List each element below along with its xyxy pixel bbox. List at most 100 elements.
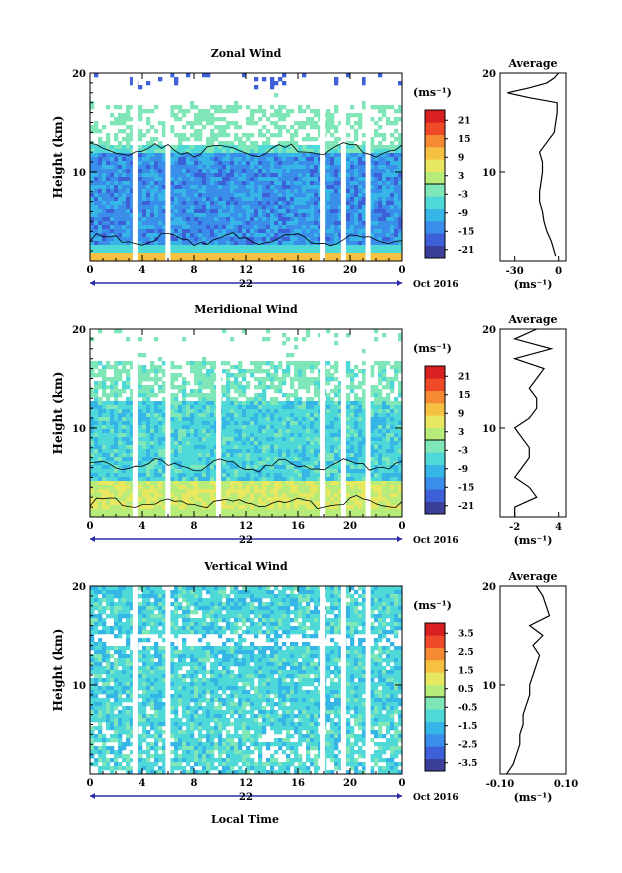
heatmap-cell: [190, 153, 195, 158]
heatmap-cell: [230, 217, 235, 222]
heatmap-cell: [350, 189, 355, 194]
heatmap-cell: [142, 421, 147, 426]
heatmap-cell: [354, 397, 359, 402]
heatmap-cell: [270, 197, 275, 202]
heatmap-cell: [254, 449, 259, 454]
heatmap-cell: [306, 401, 311, 406]
heatmap-cell: [154, 433, 159, 438]
heatmap-cell: [278, 133, 283, 138]
heatmap-cell: [250, 405, 255, 410]
heatmap-cell: [330, 245, 335, 250]
heatmap-cell: [98, 457, 103, 462]
heatmap-cell: [142, 433, 147, 438]
heatmap-cell: [242, 473, 247, 478]
heatmap-cell: [130, 257, 135, 262]
heatmap-cell: [206, 153, 211, 158]
heatmap-cell: [102, 477, 107, 482]
heatmap-cell: [310, 453, 315, 458]
heatmap-cell: [246, 149, 251, 154]
heatmap-cell: [222, 421, 227, 426]
heatmap-cell: [158, 153, 163, 158]
heatmap-cell: [190, 213, 195, 218]
heatmap-cell: [270, 173, 275, 178]
heatmap-cell: [206, 453, 211, 458]
heatmap-cell: [394, 481, 399, 486]
heatmap-cell: [374, 249, 379, 254]
heatmap-cell: [350, 237, 355, 242]
heatmap-cell: [202, 429, 207, 434]
heatmap-cell: [198, 189, 203, 194]
heatmap-cell: [210, 433, 215, 438]
heatmap-cell: [178, 185, 183, 190]
heatmap-cell: [278, 241, 283, 246]
heatmap-cell: [250, 441, 255, 446]
heatmap-cell: [238, 417, 243, 422]
heatmap-cell: [258, 169, 263, 174]
heatmap-cell: [202, 161, 207, 166]
heatmap-cell: [394, 369, 399, 374]
heatmap-cell: [346, 197, 351, 202]
heatmap-cell: [358, 417, 363, 422]
heatmap-cell: [266, 253, 271, 258]
heatmap-cell: [190, 441, 195, 446]
heatmap-cell: [294, 337, 299, 342]
heatmap-cell: [254, 229, 259, 234]
heatmap-cell: [194, 181, 199, 186]
heatmap-cell: [286, 185, 291, 190]
heatmap-cell: [194, 409, 199, 414]
heatmap-cell: [102, 429, 107, 434]
heatmap-cell: [390, 381, 395, 386]
heatmap-cell: [182, 393, 187, 398]
heatmap-cell: [362, 417, 367, 422]
heatmap-cell: [274, 465, 279, 470]
heatmap-cell: [202, 225, 207, 230]
heatmap-cell: [174, 397, 179, 402]
heatmap-cell: [358, 409, 363, 414]
heatmap-cell: [114, 121, 119, 126]
heatmap-cell: [114, 461, 119, 466]
heatmap-cell: [98, 129, 103, 134]
heatmap-cell: [294, 229, 299, 234]
heatmap-cell: [346, 237, 351, 242]
heatmap-cell: [182, 205, 187, 210]
heatmap-cell: [126, 249, 131, 254]
heatmap-cell: [346, 193, 351, 198]
heatmap-cell: [354, 409, 359, 414]
heatmap-cell: [326, 421, 331, 426]
heatmap-cell: [146, 373, 151, 378]
heatmap-cell: [230, 337, 235, 342]
heatmap-cell: [118, 181, 123, 186]
heatmap-cell: [130, 397, 135, 402]
heatmap-cell: [162, 433, 167, 438]
heatmap-cell: [386, 213, 391, 218]
heatmap-cell: [338, 217, 343, 222]
heatmap-cell: [122, 173, 127, 178]
heatmap-cell: [338, 393, 343, 398]
heatmap-cell: [310, 457, 315, 462]
heatmap-cell: [230, 253, 235, 258]
heatmap-cell: [346, 461, 351, 466]
heatmap-cell: [310, 217, 315, 222]
heatmap-cell: [250, 233, 255, 238]
heatmap-cell: [222, 141, 227, 146]
heatmap-cell: [370, 401, 375, 406]
heatmap-cell: [354, 217, 359, 222]
heatmap-cell: [226, 209, 231, 214]
heatmap-cell: [118, 373, 123, 378]
heatmap-cell: [158, 377, 163, 382]
heatmap-cell: [142, 233, 147, 238]
heatmap-cell: [246, 117, 251, 122]
heatmap-cell: [202, 377, 207, 382]
heatmap-cell: [254, 165, 259, 170]
heatmap-cell: [362, 145, 367, 150]
heatmap-cell: [218, 177, 223, 182]
heatmap-cell: [286, 165, 291, 170]
heatmap-cell: [126, 197, 131, 202]
heatmap-cell: [266, 213, 271, 218]
heatmap-cell: [142, 153, 147, 158]
heatmap-cell: [162, 469, 167, 474]
heatmap-cell: [162, 161, 167, 166]
heatmap-cell: [106, 393, 111, 398]
heatmap-cell: [150, 189, 155, 194]
heatmap-cell: [394, 213, 399, 218]
